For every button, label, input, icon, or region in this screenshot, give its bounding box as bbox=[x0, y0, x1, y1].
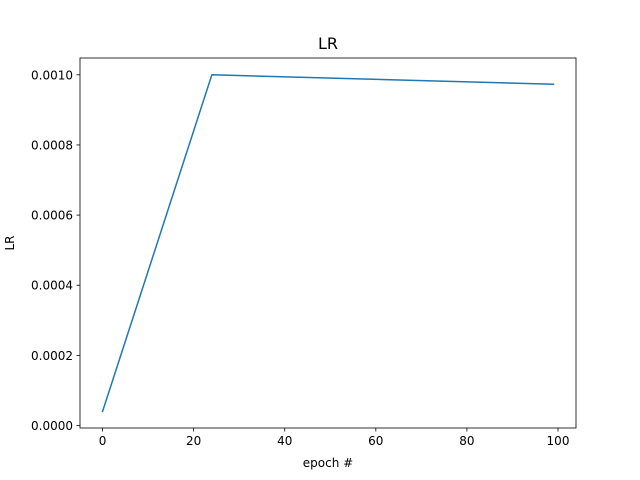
x-tick-label: 20 bbox=[186, 434, 201, 448]
x-tick-label: 40 bbox=[277, 434, 292, 448]
y-tick-label: 0.0006 bbox=[31, 209, 73, 223]
y-tick-label: 0.0004 bbox=[31, 279, 73, 293]
y-tick-label: 0.0000 bbox=[31, 419, 73, 433]
series-line-0 bbox=[101, 74, 555, 413]
axes-frame bbox=[79, 57, 577, 429]
y-tick-label: 0.0002 bbox=[31, 349, 73, 363]
x-axis-label: epoch # bbox=[303, 456, 353, 470]
y-tick-label: 0.0010 bbox=[31, 68, 73, 82]
y-axis-label: LR bbox=[3, 235, 17, 250]
x-tick-label: 100 bbox=[547, 434, 570, 448]
x-tick-label: 0 bbox=[99, 434, 107, 448]
y-tick-label: 0.0008 bbox=[31, 138, 73, 152]
plot-area: 0 20 40 60 80 100 0.0000 0.0002 0.0004 0.0006 0.00… bbox=[31, 57, 577, 448]
x-tick-label: 60 bbox=[368, 434, 383, 448]
x-tick-label: 80 bbox=[459, 434, 474, 448]
chart-title: LR bbox=[318, 34, 338, 53]
